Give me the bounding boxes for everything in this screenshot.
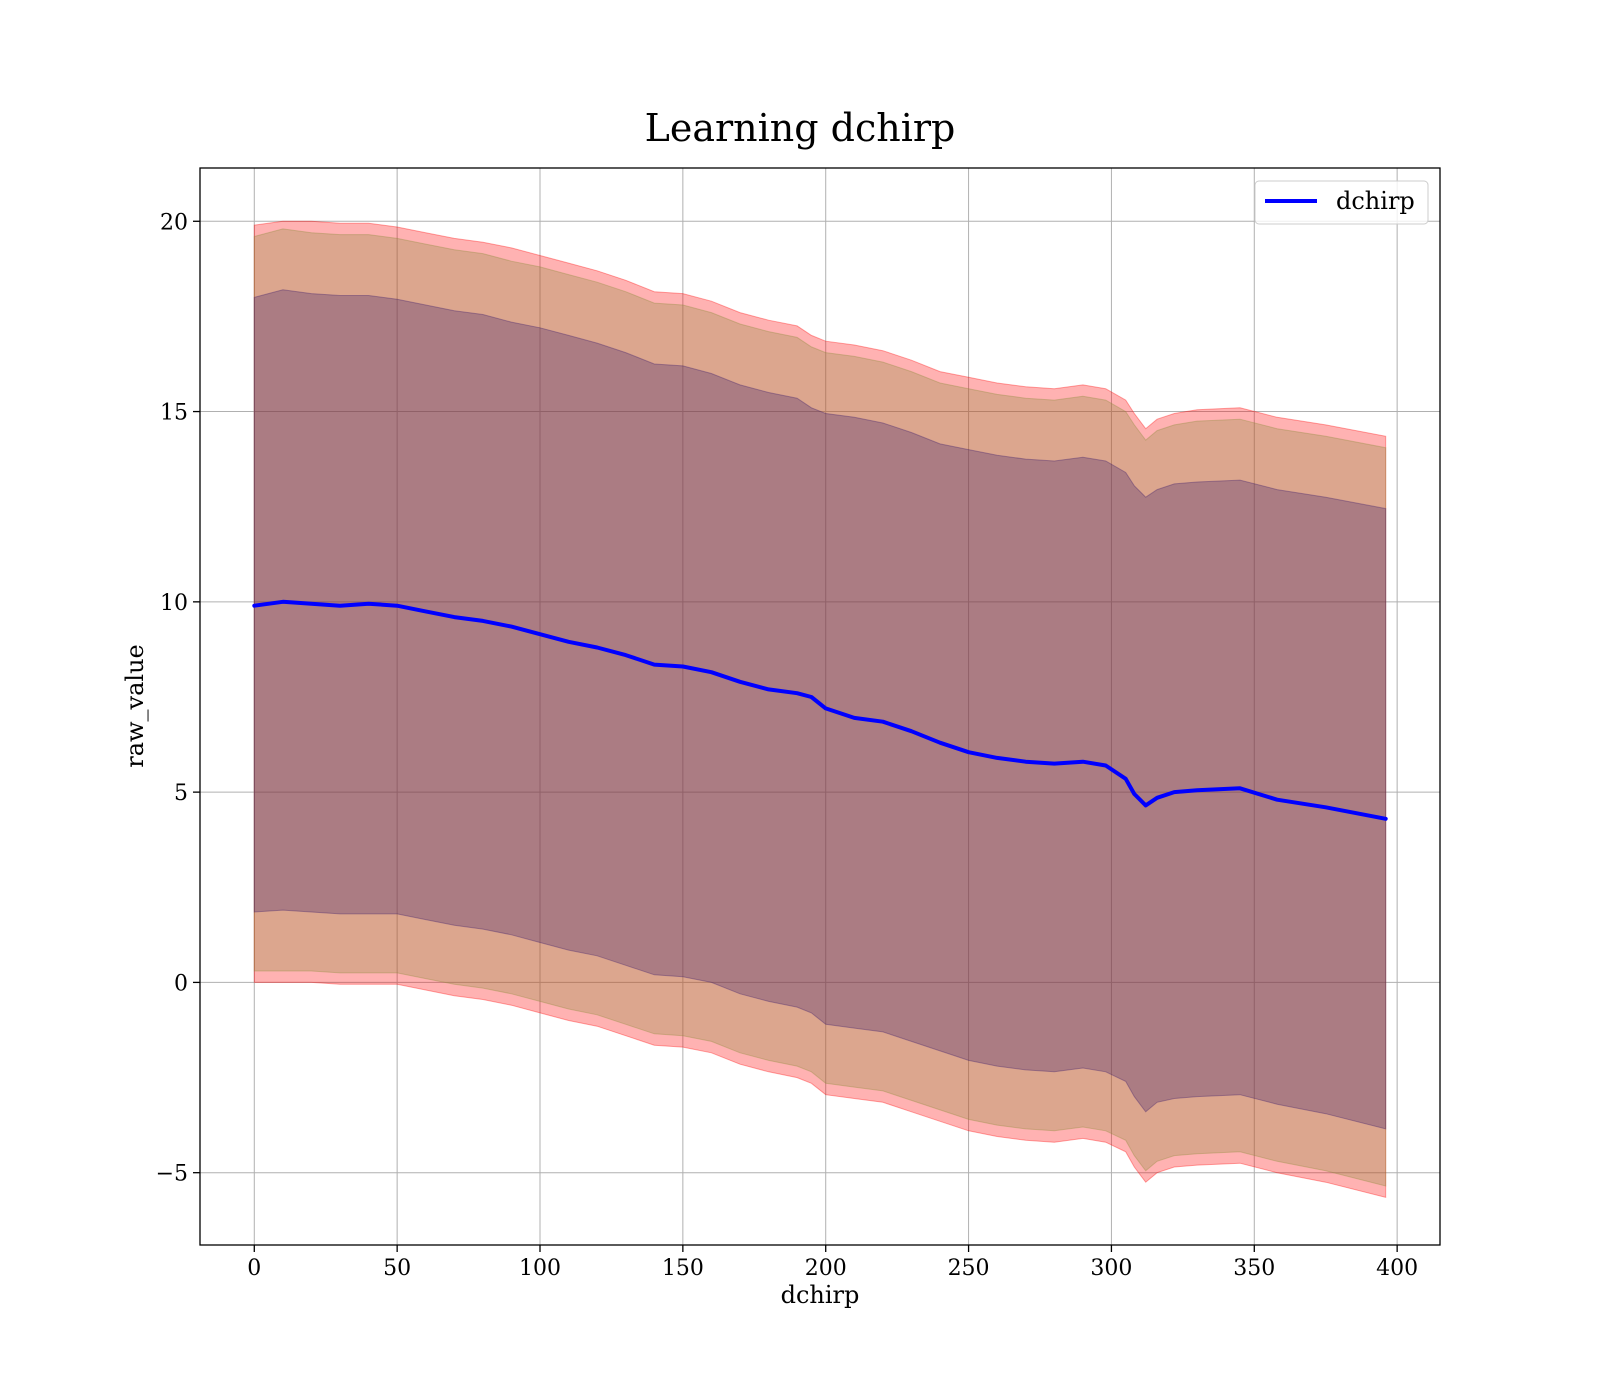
- band-2: [253, 289, 1387, 1130]
- y-tick-label: 15: [160, 401, 188, 426]
- x-tick-label: 50: [383, 1256, 411, 1281]
- confidence-bands: [253, 220, 1387, 1199]
- band-0: [253, 220, 1387, 1199]
- legend: dchirp: [1254, 180, 1429, 225]
- y-tick-label: 5: [174, 781, 188, 806]
- y-tick-label: 10: [160, 591, 188, 616]
- x-tick-label: 350: [1233, 1256, 1275, 1281]
- x-tick-label: 250: [948, 1256, 990, 1281]
- y-tick-label: 0: [174, 971, 188, 996]
- x-tick-label: 300: [1090, 1256, 1132, 1281]
- x-tick-label: 400: [1376, 1256, 1418, 1281]
- y-axis-label: raw_value: [121, 644, 149, 768]
- series-line-dchirp: [252, 599, 1388, 821]
- legend-label-dchirp: dchirp: [1336, 187, 1415, 215]
- legend-box: [1254, 180, 1429, 225]
- axis-ticks: 0 50 100 150 200 250 300 350 400 −5 0 5 10 15 20: [156, 210, 1419, 1281]
- x-tick-label: 0: [247, 1256, 261, 1281]
- series-lines: [252, 599, 1388, 821]
- grid: [200, 168, 1440, 1245]
- y-tick-label: −5: [156, 1162, 188, 1187]
- x-tick-label: 150: [662, 1256, 704, 1281]
- x-tick-label: 100: [519, 1256, 561, 1281]
- chart-title: Learning dchirp: [645, 106, 956, 150]
- band-1: [253, 228, 1387, 1187]
- plot-frame: [199, 167, 1441, 1246]
- y-tick-label: 20: [160, 210, 188, 235]
- x-tick-label: 200: [805, 1256, 847, 1281]
- x-axis-label: dchirp: [781, 1281, 860, 1309]
